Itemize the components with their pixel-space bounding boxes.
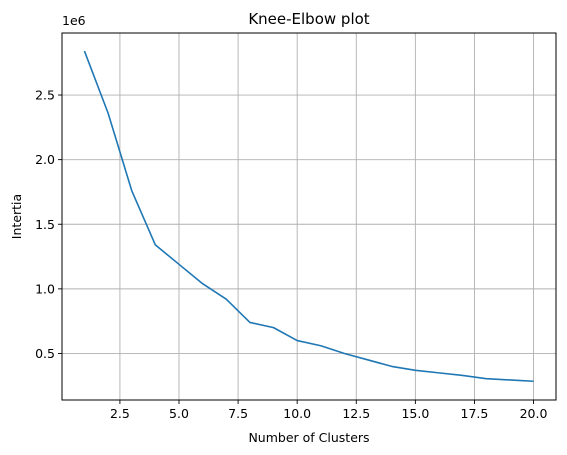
- x-tick-label: 17.5: [461, 406, 489, 421]
- x-tick-label: 15.0: [401, 406, 429, 421]
- y-tick-label: 1.0: [35, 281, 55, 296]
- y-tick-label: 1.5: [35, 217, 55, 232]
- x-tick-label: 5.0: [169, 406, 189, 421]
- x-tick-label: 10.0: [283, 406, 311, 421]
- x-axis-label: Number of Clusters: [248, 430, 369, 445]
- x-tick-label: 2.5: [110, 406, 130, 421]
- x-tick-label: 7.5: [228, 406, 248, 421]
- y-tick-label: 0.5: [35, 346, 55, 361]
- series-line: [83, 50, 534, 383]
- y-axis-offset-label: 1e6: [62, 13, 86, 28]
- x-axis-ticks: 2.5 5.0 7.5 10.0 12.5 15.0 17.5 20.0: [110, 400, 548, 421]
- y-axis-label: Intertia: [9, 194, 24, 239]
- series-layer: [83, 50, 534, 383]
- x-tick-label: 12.5: [342, 406, 370, 421]
- grid-lines: [62, 33, 556, 400]
- y-tick-label: 2.5: [35, 88, 55, 103]
- y-axis-ticks: 0.5 1.0 1.5 2.0 2.5: [35, 88, 62, 361]
- plot-frame: [61, 32, 557, 401]
- x-tick-label: 20.0: [520, 406, 548, 421]
- y-tick-label: 2.0: [35, 152, 55, 167]
- chart-title: Knee-Elbow plot: [248, 10, 369, 28]
